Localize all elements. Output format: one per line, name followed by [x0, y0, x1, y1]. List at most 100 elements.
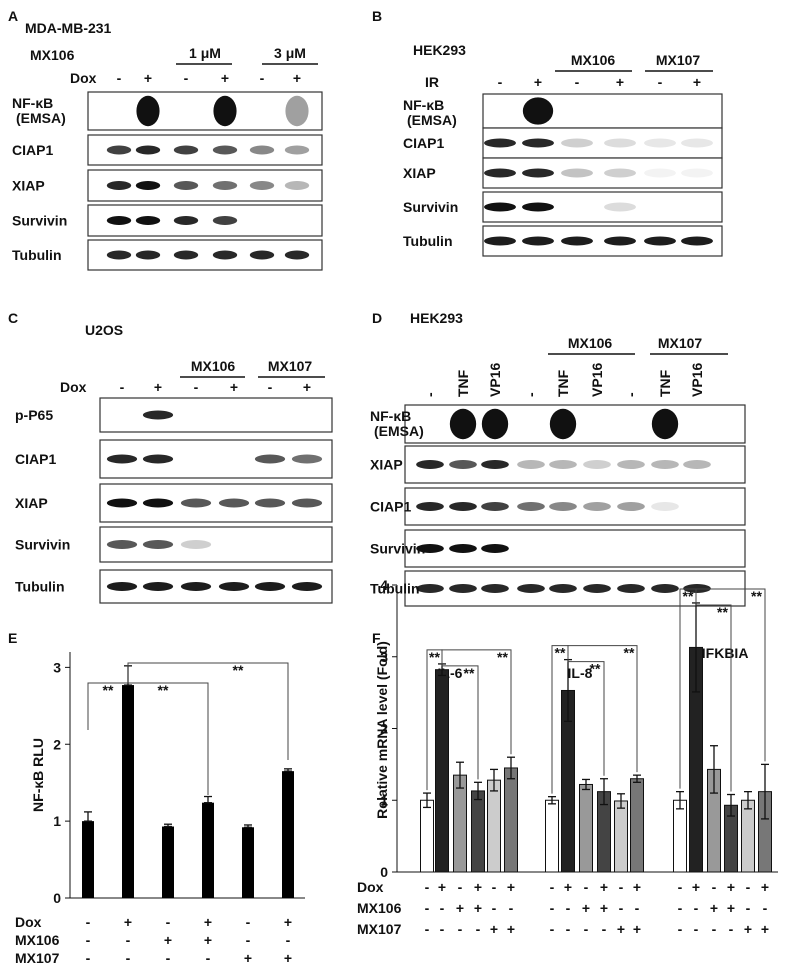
band [249, 181, 275, 190]
group-label: MX107 [658, 335, 703, 351]
treatment-label: Dox [60, 379, 87, 395]
row-label: Survivin [15, 537, 70, 553]
bar [282, 771, 294, 898]
row-label: CIAP1 [403, 135, 444, 151]
band [683, 460, 711, 469]
row-label: NF-κB [403, 97, 444, 113]
condition-mark: - [425, 879, 430, 895]
band [173, 250, 199, 260]
band [651, 460, 679, 469]
y-tick-label: 3 [53, 659, 61, 675]
condition-mark: - [86, 932, 91, 948]
condition-mark: - [678, 879, 683, 895]
condition-mark: - [584, 921, 589, 937]
band [604, 236, 636, 246]
band [651, 584, 679, 593]
row-label: XIAP [370, 457, 403, 473]
condition-mark: - [584, 879, 589, 895]
band [484, 202, 516, 212]
band [522, 138, 554, 148]
blot-box [87, 91, 323, 131]
cell-line: MDA-MB-231 [25, 20, 112, 36]
y-axis-label: Relative mRNA level (Fold) [374, 641, 390, 819]
significance-label: ** [429, 649, 440, 665]
band [180, 582, 212, 591]
band [135, 216, 161, 225]
condition-mark: + [600, 900, 608, 916]
row-label: XIAP [12, 178, 45, 194]
y-tick-label: 0 [380, 864, 388, 880]
lane-label: + [616, 74, 624, 90]
y-tick-label: 4 [380, 577, 388, 593]
condition-mark: + [474, 900, 482, 916]
lane-label: + [303, 379, 311, 395]
panel-letter: D [372, 310, 382, 326]
lane-label: + [693, 74, 701, 90]
band [617, 584, 645, 593]
condition-label: MX106 [15, 932, 60, 948]
lane-label: - [658, 74, 663, 90]
condition-mark: + [438, 879, 446, 895]
bar [82, 821, 94, 898]
lane-label: - [523, 392, 539, 397]
condition-mark: - [166, 950, 171, 966]
condition-mark: - [566, 900, 571, 916]
condition-mark: - [246, 932, 251, 948]
bar [122, 685, 134, 898]
band [651, 408, 679, 440]
cell-line: HEK293 [413, 42, 466, 58]
condition-label: Dox [15, 914, 42, 930]
lane-label: + [221, 70, 229, 86]
condition-label: MX106 [357, 900, 402, 916]
condition-mark: + [633, 921, 641, 937]
band [142, 582, 174, 591]
condition-mark: + [727, 879, 735, 895]
band [249, 145, 275, 155]
band [416, 460, 444, 469]
band [212, 145, 238, 155]
lane-label: - [498, 74, 503, 90]
y-tick-label: 1 [53, 813, 61, 829]
lane-label: VP16 [589, 363, 605, 397]
band [644, 138, 676, 148]
band [212, 216, 238, 225]
y-tick-label: 3 [380, 649, 388, 665]
condition-mark: + [582, 900, 590, 916]
blot-box [99, 526, 333, 563]
condition-mark: + [284, 950, 292, 966]
significance-bracket [567, 656, 605, 776]
band [254, 498, 286, 508]
band [681, 138, 713, 148]
band [481, 408, 509, 440]
condition-mark: + [204, 914, 212, 930]
condition-mark: - [694, 900, 699, 916]
y-axis-label: NF-κB RLU [30, 738, 46, 812]
lane-label: - [575, 74, 580, 90]
bar [435, 669, 449, 873]
condition-mark: - [246, 914, 251, 930]
band [291, 582, 323, 591]
band [173, 216, 199, 225]
condition-mark: - [166, 914, 171, 930]
significance-label: ** [158, 682, 169, 698]
bar [504, 767, 518, 873]
condition-mark: - [425, 900, 430, 916]
condition-mark: - [635, 900, 640, 916]
condition-mark: - [476, 921, 481, 937]
y-tick-label: 0 [53, 890, 61, 906]
lane-label: TNF [657, 369, 673, 397]
band [285, 95, 309, 127]
band [604, 202, 636, 212]
band [549, 584, 577, 593]
band [135, 145, 161, 155]
band [549, 408, 577, 440]
band [180, 540, 212, 549]
treatment-label: IR [425, 74, 439, 90]
condition-mark: + [204, 932, 212, 948]
y-tick-label: 1 [380, 792, 388, 808]
row-label: XIAP [403, 165, 436, 181]
row-label: Survivin [12, 213, 67, 229]
band [561, 138, 593, 148]
band [416, 544, 444, 553]
condition-mark: + [727, 900, 735, 916]
